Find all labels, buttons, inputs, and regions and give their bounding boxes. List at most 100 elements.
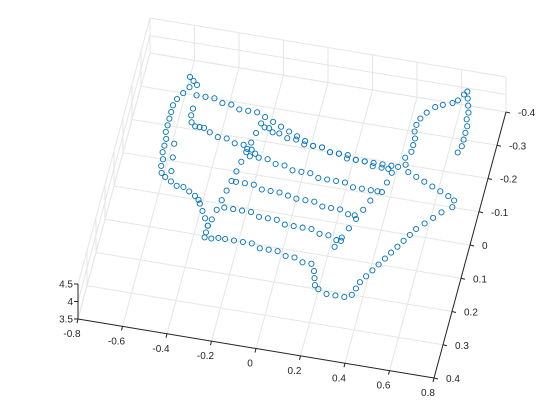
data-point [281, 221, 288, 228]
data-point [269, 129, 276, 136]
x-tick-mark [254, 348, 257, 353]
floor-gridline-y [131, 119, 489, 179]
y-tick-label: 0.2 [464, 308, 478, 319]
data-point [301, 141, 308, 148]
data-point [318, 144, 326, 151]
data-point [445, 193, 452, 200]
data-point [254, 109, 261, 116]
data-point [328, 204, 335, 212]
data-point [464, 88, 471, 95]
data-point [310, 268, 318, 275]
data-point [255, 154, 262, 161]
data-point [233, 168, 240, 175]
data-point [286, 128, 293, 135]
data-point [196, 124, 203, 131]
data-point [250, 181, 257, 188]
x-tick-label: -0.2 [197, 351, 215, 362]
data-point [168, 108, 175, 116]
data-point [267, 187, 274, 195]
data-point [367, 187, 374, 194]
y-tick-mark [451, 311, 457, 313]
data-point [323, 290, 330, 298]
y-tick-label: 0.4 [446, 374, 460, 385]
data-point [315, 286, 322, 293]
data-point [439, 101, 446, 108]
data-point [245, 107, 252, 114]
floor-gridline-y [86, 285, 444, 346]
data-point [294, 133, 301, 140]
data-point [238, 158, 245, 165]
data-point [200, 124, 208, 131]
data-point [410, 142, 417, 149]
data-point [308, 260, 315, 267]
data-point [192, 123, 199, 130]
y-tick-mark [496, 144, 502, 147]
backwall-gridline-z [149, 35, 507, 95]
data-point [222, 235, 229, 243]
data-point [311, 275, 318, 282]
data-point [230, 237, 238, 244]
data-point [256, 245, 263, 252]
data-point [180, 90, 187, 97]
data-point [163, 135, 170, 142]
data-point [243, 149, 250, 156]
data-point [276, 189, 283, 196]
data-point [188, 112, 195, 119]
data-point [361, 158, 368, 165]
y-tick-mark [487, 178, 493, 180]
data-point [349, 184, 357, 191]
data-point [213, 206, 220, 213]
data-point [284, 135, 291, 142]
data-point [236, 106, 243, 113]
data-point [375, 261, 382, 268]
z-tick-label: 3.5 [59, 315, 73, 326]
x-tick-mark [299, 355, 301, 360]
data-point [289, 167, 296, 174]
data-point [383, 179, 390, 186]
x-tick-mark [388, 370, 390, 375]
data-point [405, 169, 412, 176]
data-point [218, 197, 225, 204]
data-point [429, 183, 436, 190]
data-point [413, 225, 420, 233]
x-tick-label: -0.4 [152, 344, 170, 355]
data-point [379, 161, 386, 168]
data-point [352, 156, 359, 163]
data-point [253, 129, 260, 137]
data-point [180, 183, 187, 191]
data-point [195, 196, 202, 203]
data-point [208, 235, 215, 242]
data-point [411, 135, 419, 142]
data-point [252, 150, 259, 157]
y-tick-label: -0.4 [518, 108, 536, 119]
data-point [369, 267, 376, 274]
data-point [241, 180, 248, 187]
data-point [186, 188, 193, 195]
data-point [454, 149, 461, 156]
data-point [451, 197, 458, 204]
data-point [378, 189, 385, 196]
data-point [273, 216, 280, 223]
x-tick-mark [76, 318, 79, 324]
data-point [298, 168, 305, 175]
y-tick-mark [433, 377, 439, 380]
data-point [338, 234, 345, 241]
data-point [248, 240, 255, 247]
data-point [258, 120, 265, 127]
x-tick-label: -0.8 [63, 329, 81, 340]
data-point [272, 160, 279, 168]
data-point [239, 238, 246, 246]
leftwall-gridline-z [77, 17, 151, 285]
data-point [162, 128, 169, 135]
data-point [166, 115, 173, 122]
data-point [168, 168, 175, 175]
data-point [162, 173, 169, 181]
data-point [219, 100, 226, 107]
y-tick-mark [469, 244, 475, 247]
data-point [202, 93, 209, 100]
y-tick-mark [442, 344, 448, 347]
data-point [381, 255, 388, 262]
data-point [325, 232, 332, 239]
floor-gridline-y [104, 218, 462, 279]
data-point [449, 204, 456, 211]
